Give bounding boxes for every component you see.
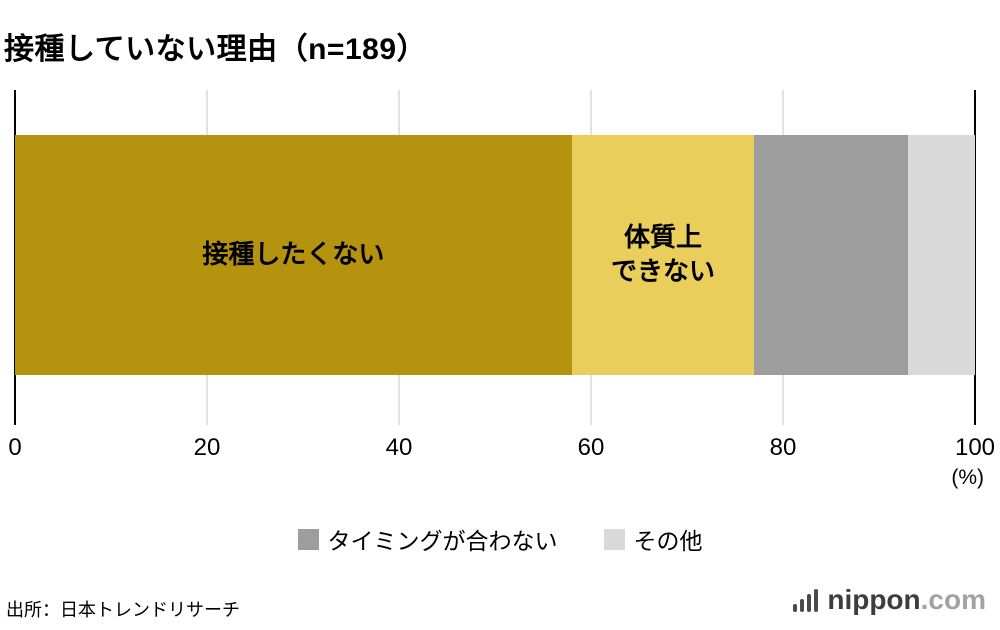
x-axis-unit: (%) — [951, 466, 984, 489]
legend-item-2: その他 — [603, 522, 703, 556]
bar-segment-label-2: 体質上 できない — [610, 222, 715, 286]
x-tick-100: 100 — [954, 434, 996, 461]
x-tick-60: 60 — [577, 434, 605, 461]
gridline-100 — [974, 90, 976, 425]
legend-label-1: タイミングが合わない — [327, 528, 558, 554]
stacked-bar: 接種したくない 体質上 できない — [15, 135, 975, 375]
nippon-logo: nippon .com — [793, 586, 986, 614]
bar-segment-label-1: 接種したくない — [202, 239, 385, 270]
legend-swatch-2 — [603, 528, 625, 550]
x-tick-20: 20 — [193, 434, 221, 461]
legend-label-2: その他 — [633, 528, 703, 554]
x-tick-0: 0 — [8, 434, 22, 461]
chart-title: 接種していない理由（n=189） — [4, 33, 427, 67]
x-axis-ticks: 0 20 40 60 80 100 — [8, 434, 995, 464]
source-text: 出所：日本トレンドリサーチ — [6, 600, 240, 620]
logo-tld: .com — [920, 584, 986, 615]
x-tick-40: 40 — [385, 434, 413, 461]
plot-area: 接種したくない 体質上 できない — [14, 90, 976, 425]
bar-segment-3 — [754, 135, 908, 375]
legend-item-1: タイミングが合わない — [297, 522, 558, 556]
bar-segment-2: 体質上 できない — [571, 135, 755, 375]
bar-segment-4 — [907, 135, 975, 375]
soundwave-icon — [793, 588, 819, 612]
legend: タイミングが合わない その他 — [0, 522, 1000, 556]
legend-swatch-1 — [297, 528, 319, 550]
bar-segment-1: 接種したくない — [15, 135, 572, 375]
x-tick-80: 80 — [769, 434, 797, 461]
logo-name: nippon — [827, 584, 921, 615]
